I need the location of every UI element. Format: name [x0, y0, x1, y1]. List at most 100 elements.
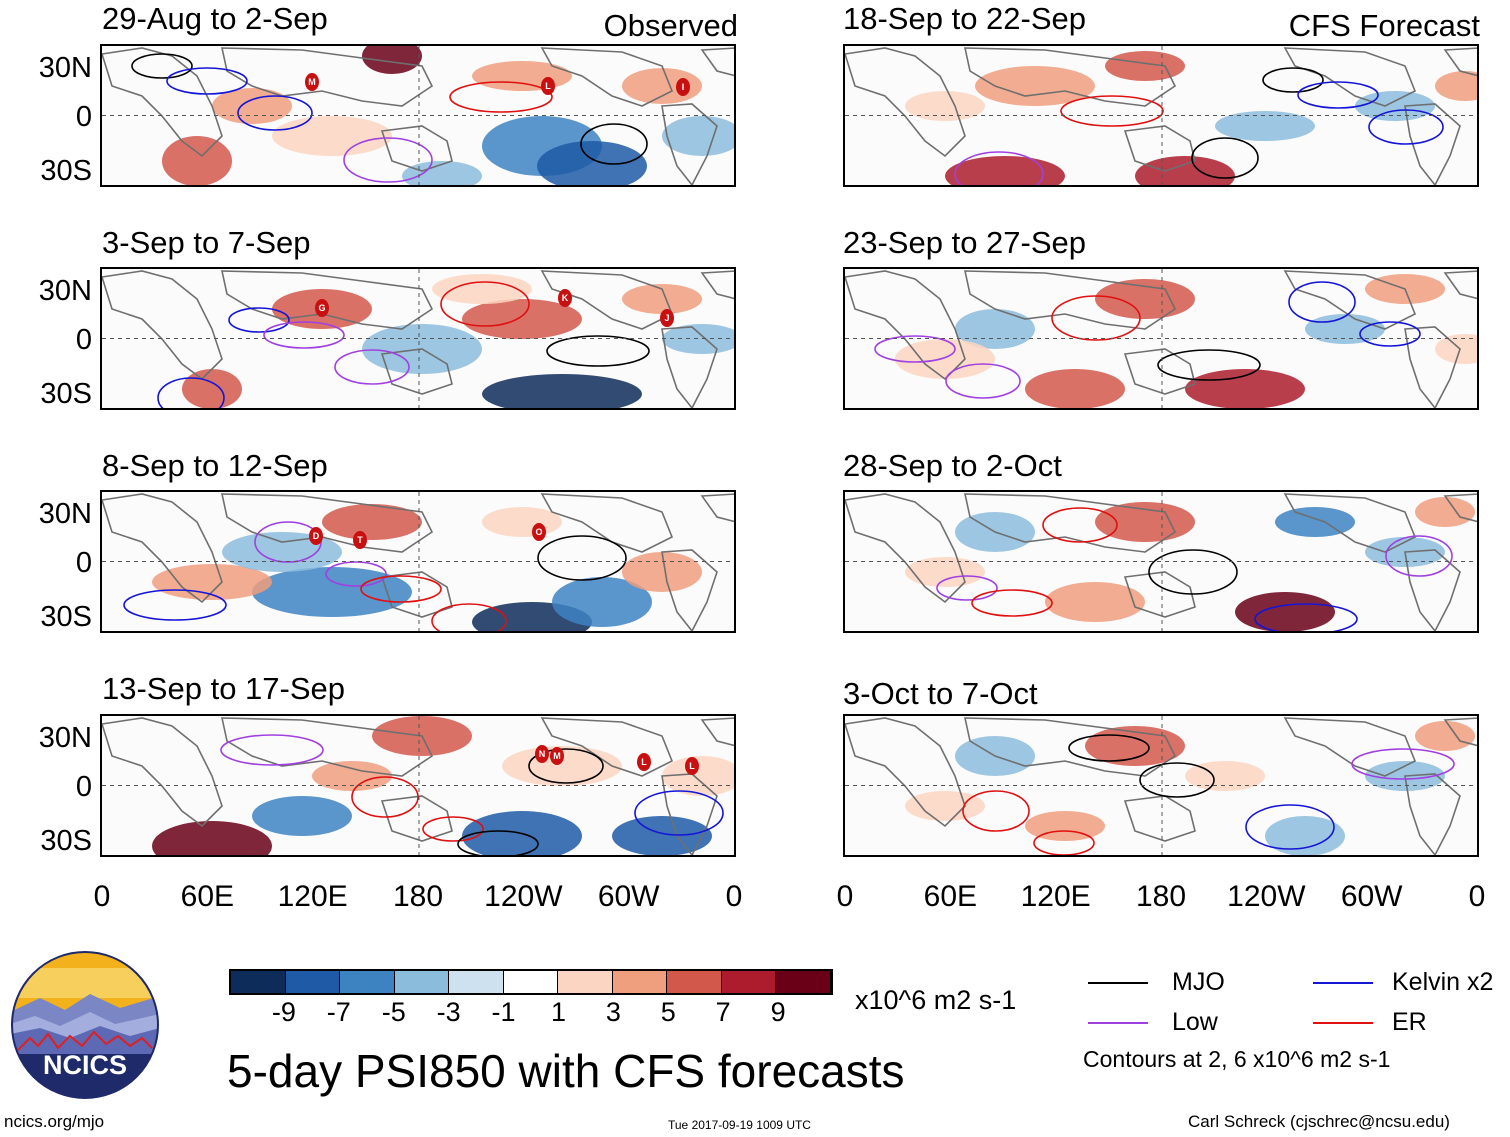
coastline: [380, 348, 453, 395]
coastline: [221, 270, 434, 330]
coastline: [661, 103, 718, 185]
colorbar-tick-label: -7: [326, 997, 351, 1027]
footer-timestamp: Tue 2017-09-19 1009 UTC: [668, 1118, 811, 1132]
coastline: [845, 47, 966, 158]
lat-label: 30N: [38, 275, 92, 307]
lon-label: 60W: [597, 880, 660, 913]
colorbar-tick-label: 3: [605, 997, 621, 1027]
lon-label: 180: [1135, 880, 1187, 913]
anomaly-shading: [622, 284, 702, 314]
anomaly-shading: [182, 369, 242, 408]
coastline: [1283, 717, 1417, 777]
colorbar-tick-label: -9: [271, 997, 296, 1027]
contour-line: [166, 67, 248, 95]
colorbar-swatch: [558, 971, 613, 993]
colorbar-swatch: [394, 971, 450, 993]
lon-label: 120W: [484, 880, 563, 913]
panel-title-7: 28-Sep to 2-Oct: [843, 448, 1062, 483]
lat-label: 30S: [40, 601, 92, 633]
coastline: [1283, 493, 1417, 553]
contour-line: [334, 349, 410, 385]
panel-title-2: 3-Sep to 7-Sep: [102, 225, 311, 260]
coastline: [1123, 571, 1196, 618]
coastline: [1404, 773, 1461, 855]
legend-note: Contours at 2, 6 x10^6 m2 s-1: [1083, 1046, 1391, 1072]
anomaly-shading: [1135, 156, 1235, 185]
lon-label: 180: [392, 880, 444, 913]
storm-marker: D: [309, 527, 323, 545]
contour-line: [1254, 603, 1358, 631]
storm-marker: J: [660, 309, 674, 327]
panel-title-8: 3-Oct to 7-Oct: [843, 676, 1038, 711]
lat-label: 0: [75, 771, 92, 803]
anomaly-shading: [975, 66, 1095, 106]
anomaly-shading: [1025, 811, 1105, 841]
legend-label-er: ER: [1392, 1008, 1427, 1036]
anomaly-shading: [1265, 816, 1345, 855]
map-panel-2: [100, 267, 736, 410]
coastline: [102, 270, 223, 381]
coastline: [540, 493, 674, 553]
anomaly-shading: [945, 156, 1065, 185]
map-panel-5: [843, 44, 1479, 187]
legend-label-mjo: MJO: [1172, 968, 1225, 996]
lat-label: 30N: [38, 498, 92, 530]
anomaly-shading: [612, 816, 712, 855]
anomaly-shading: [472, 61, 572, 91]
coastline: [380, 795, 453, 842]
lon-label: 0: [836, 880, 854, 913]
anomaly-shading: [905, 791, 985, 821]
coastline: [1443, 493, 1477, 523]
anomaly-shading: [1275, 507, 1355, 537]
lon-label: 60E: [180, 880, 235, 913]
anomaly-shading: [552, 577, 652, 627]
coastline: [102, 717, 223, 828]
contour-line: [431, 603, 507, 631]
anomaly-shading: [622, 68, 702, 104]
footer-credit: Carl Schreck (cjschrec@ncsu.edu): [1188, 1112, 1450, 1131]
anomaly-shading: [312, 761, 392, 791]
lon-label: 120E: [277, 880, 348, 913]
contour-line: [1033, 830, 1095, 855]
psi850-map: [845, 716, 1477, 855]
coastline: [102, 493, 223, 604]
lon-label: 0: [725, 880, 743, 913]
contour-line: [1139, 762, 1215, 798]
lat-label: 30N: [38, 52, 92, 84]
colorbar-tick-label: 1: [550, 997, 566, 1027]
contour-line: [1351, 748, 1455, 780]
contour-line: [580, 123, 648, 165]
storm-marker: N: [535, 745, 549, 763]
contour-line: [422, 816, 484, 842]
map-panel-3: [100, 490, 736, 633]
contour-line: [971, 589, 1053, 617]
legend-line-kelvin: [1313, 982, 1373, 984]
contour-line: [1262, 67, 1324, 93]
colorbar-swatch: [612, 971, 668, 993]
storm-marker: L: [685, 757, 699, 775]
panel-title-6: 23-Sep to 27-Sep: [843, 225, 1087, 260]
logo-text: NCICS: [42, 1050, 127, 1080]
contour-line: [945, 363, 1021, 399]
contour-line: [237, 95, 313, 131]
coastline: [964, 47, 1177, 107]
contour-line: [1157, 349, 1261, 381]
coastline: [1404, 326, 1461, 408]
psi850-map: [845, 269, 1477, 408]
colorbar: [229, 969, 833, 995]
contour-line: [1288, 281, 1356, 323]
legend-label-low: Low: [1172, 1008, 1218, 1036]
coastline: [1283, 270, 1417, 330]
contour-line: [228, 307, 290, 333]
lat-label: 0: [75, 547, 92, 579]
map-panel-8: [843, 714, 1479, 857]
panel-title-4: 13-Sep to 17-Sep: [102, 671, 346, 706]
contour-line: [440, 281, 530, 327]
anomaly-shading: [537, 141, 647, 185]
lon-label: 120E: [1020, 880, 1091, 913]
coastline: [700, 717, 734, 747]
anomaly-shading: [1185, 369, 1305, 408]
anomaly-shading: [662, 116, 734, 156]
lon-label: 0: [93, 880, 111, 913]
colorbar-swatch: [667, 971, 722, 993]
